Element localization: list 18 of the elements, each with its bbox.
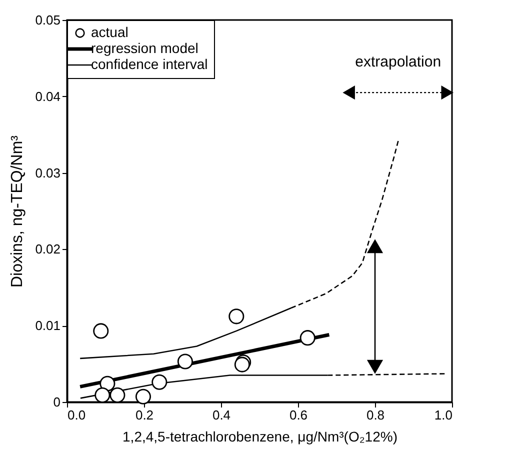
y-axis-title: Dioxins, ng-TEQ/Nm³: [9, 134, 26, 288]
y-tick-label: 0.01: [35, 318, 60, 334]
annotation: extrapolation: [355, 54, 442, 71]
y-tick-label: 0.03: [35, 165, 60, 180]
y-tick-label: 0.04: [35, 88, 60, 104]
y-tick-label: 0.05: [35, 12, 60, 28]
x-tick-label: 0.0: [68, 408, 86, 422]
x-tick-label: 0.8: [366, 408, 385, 422]
x-tick-label: 0.4: [212, 408, 231, 422]
legend-label: regression model: [91, 40, 198, 56]
legend-label: actual: [91, 24, 128, 40]
x-tick-label: 0.6: [289, 408, 308, 422]
legend-label: confidence interval: [91, 56, 208, 72]
y-tick-label: 0.02: [35, 242, 60, 257]
x-tick-label: 0.2: [135, 408, 154, 422]
x-tick-label: 1.0: [434, 408, 452, 422]
y-tick-label: 0: [53, 394, 60, 410]
x-axis-title: 1,2,4,5-tetrachlorobenzene, μg/Nm³(O₂12%): [122, 428, 398, 444]
